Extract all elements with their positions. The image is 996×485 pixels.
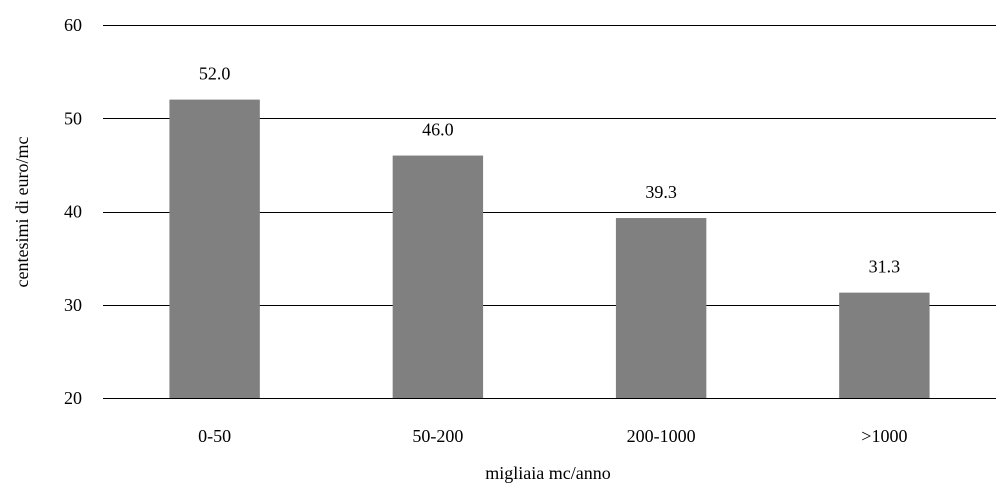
x-tick-label: 200-1000	[627, 426, 696, 446]
y-axis-title: centesimi di euro/mc	[12, 137, 32, 288]
bars	[169, 99, 930, 398]
bar-1	[392, 155, 484, 398]
data-labels: 52.0 46.0 39.3 31.3	[199, 64, 900, 277]
data-label: 39.3	[645, 182, 677, 202]
x-tick-label: >1000	[861, 426, 907, 446]
y-tick-labels: 20 30 40 50 60	[64, 15, 82, 408]
bar-2	[615, 218, 707, 398]
data-label: 52.0	[199, 64, 231, 84]
y-tick-label: 50	[64, 108, 82, 128]
x-axis-title: migliaia mc/anno	[485, 463, 610, 483]
data-label: 31.3	[869, 257, 901, 277]
y-tick-label: 60	[64, 15, 82, 35]
y-tick-label: 30	[64, 295, 82, 315]
x-tick-label: 0-50	[198, 426, 231, 446]
x-tick-label: 50-200	[412, 426, 463, 446]
y-tick-label: 40	[64, 202, 82, 222]
data-label: 46.0	[422, 120, 454, 140]
bar-0	[169, 99, 260, 398]
y-tick-label: 20	[64, 388, 82, 408]
x-tick-labels: 0-50 50-200 200-1000 >1000	[198, 426, 907, 446]
bar-3	[839, 292, 930, 398]
